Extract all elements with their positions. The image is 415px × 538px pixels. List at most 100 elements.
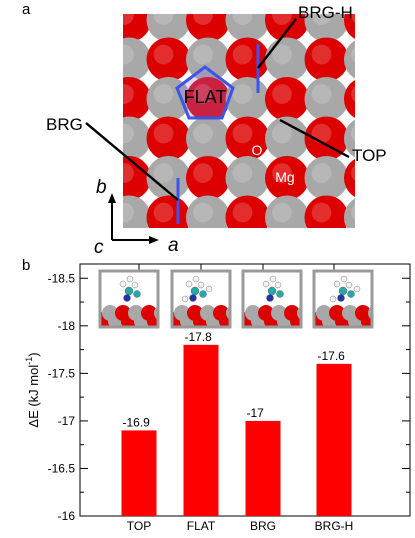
oxygen-atom xyxy=(304,37,349,82)
brg-h-callout-line xyxy=(257,18,297,69)
magnesium-atom xyxy=(123,195,151,228)
atom-highlight xyxy=(351,204,355,221)
molecule-atom xyxy=(189,294,197,302)
atom-highlight xyxy=(351,242,371,262)
atom-highlight xyxy=(123,44,134,65)
atom-highlight xyxy=(272,123,292,144)
surface-atom xyxy=(297,306,301,320)
oxygen-atom xyxy=(265,77,309,121)
panel-a-mgo-surface: a FLAT BRG-H BRG TOP O Mg b c a xyxy=(22,0,415,262)
axis-b-label: b xyxy=(96,177,107,198)
magnesium-atom xyxy=(384,156,415,200)
oxygen-atom xyxy=(344,79,355,119)
atom-highlight xyxy=(75,163,95,183)
atom-highlight xyxy=(153,44,174,65)
oxygen-atom xyxy=(68,196,112,240)
molecule-atom xyxy=(124,286,134,296)
atom-highlight xyxy=(232,14,253,25)
inset-top xyxy=(98,269,160,329)
magnesium-atom xyxy=(384,77,415,121)
atom-highlight xyxy=(232,163,253,183)
oxygen-atom xyxy=(123,77,151,121)
magnesium-atom xyxy=(186,0,230,3)
atom-highlight xyxy=(391,45,411,65)
molecule-atom xyxy=(329,295,337,303)
magnesium-atom xyxy=(123,116,151,161)
atom-highlight xyxy=(114,242,134,262)
atom-highlight xyxy=(75,203,95,223)
atom-highlight xyxy=(193,14,213,25)
axis-c-label: c xyxy=(94,237,104,258)
bar-flat xyxy=(183,344,219,516)
atom-highlight xyxy=(193,163,213,183)
molecule-atom xyxy=(340,275,348,283)
bar-value-label: -17 xyxy=(247,406,265,420)
atom-highlight xyxy=(311,202,332,223)
molecule-atom xyxy=(266,294,274,302)
oxygen-atom xyxy=(384,117,415,161)
magnesium-atom xyxy=(265,195,309,228)
atom-highlight xyxy=(193,123,213,144)
atom-highlight xyxy=(75,5,95,25)
magnesium-atom-label: Mg xyxy=(275,169,294,185)
atom-highlight xyxy=(311,14,332,25)
bar-top xyxy=(121,430,157,516)
molecule-atom xyxy=(269,275,277,283)
magnesium-atom xyxy=(123,37,151,82)
oxygen-atom xyxy=(68,38,112,82)
x-axis-ticks xyxy=(138,264,335,516)
flat-site-label: FLAT xyxy=(184,87,227,107)
atom-highlight xyxy=(391,124,411,144)
magnesium-atom xyxy=(344,198,355,228)
y-axis-ticks: -18.5 -18 -17.5 -17 -16.5 -16 xyxy=(48,271,410,523)
x-tick-label: BRG xyxy=(250,519,276,533)
magnesium-atom xyxy=(186,195,230,228)
bar-brg xyxy=(245,420,281,516)
y-tick-label: -16.5 xyxy=(48,461,76,475)
x-axis-tick-labels: TOP FLAT BRG BRG-H xyxy=(127,519,354,533)
atom-highlight xyxy=(391,242,411,262)
x-tick-label: FLAT xyxy=(187,519,216,533)
surface-atom xyxy=(368,306,372,320)
y-tick-label: -18 xyxy=(58,319,76,333)
molecule-atom xyxy=(338,286,348,296)
atom-highlight xyxy=(351,14,355,23)
molecule-atom xyxy=(181,295,189,303)
oxygen-atom xyxy=(186,14,230,42)
oxygen-atom xyxy=(147,0,191,3)
atom-highlight xyxy=(123,14,134,25)
molecule-atom xyxy=(337,294,345,302)
surface-atom xyxy=(226,306,230,320)
magnesium-atom xyxy=(304,77,349,121)
magnesium-atom xyxy=(146,77,191,121)
atom-highlight xyxy=(123,84,134,104)
atom-highlight xyxy=(312,242,332,262)
molecule-atom xyxy=(131,281,139,289)
molecule-atom xyxy=(345,281,353,289)
atom-highlight xyxy=(153,123,174,144)
y-tick-label: -16 xyxy=(58,509,76,523)
oxygen-atom xyxy=(344,158,355,198)
atom-highlight xyxy=(391,5,411,25)
molecule-atom xyxy=(353,285,361,293)
inset-brg-h xyxy=(312,269,374,329)
brg-h-site-label: BRG-H xyxy=(298,3,353,22)
magnesium-atom xyxy=(225,156,270,200)
atom-highlight xyxy=(351,46,355,63)
magnesium-atom xyxy=(344,40,355,79)
magnesium-atom xyxy=(384,0,415,42)
oxygen-atom xyxy=(225,195,270,228)
molecule-atom xyxy=(126,275,134,283)
brg-callout-line xyxy=(85,122,179,201)
molecule-atom xyxy=(274,281,282,289)
atom-highlight xyxy=(311,123,332,144)
molecule-atom xyxy=(190,286,200,296)
magnesium-atom xyxy=(344,119,355,158)
atom-highlight xyxy=(153,163,174,183)
y-tick-label: -17.5 xyxy=(48,366,76,380)
molecule-atom xyxy=(123,294,131,302)
oxygen-atom xyxy=(186,156,230,200)
adsorption-insets xyxy=(98,269,374,329)
atom-highlight xyxy=(193,242,213,262)
atom-highlight xyxy=(193,202,213,223)
